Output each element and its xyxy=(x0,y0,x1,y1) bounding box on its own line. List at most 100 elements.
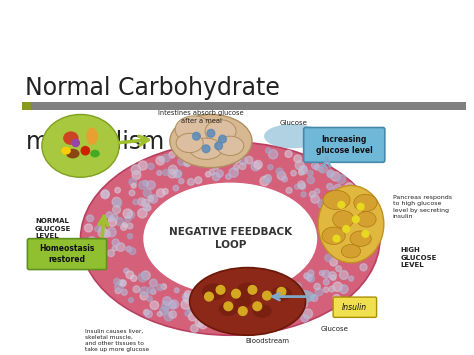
Text: Insulin: Insulin xyxy=(342,303,367,312)
Circle shape xyxy=(141,271,150,280)
Circle shape xyxy=(225,156,230,161)
Ellipse shape xyxy=(143,182,317,295)
Ellipse shape xyxy=(175,116,212,143)
Circle shape xyxy=(253,302,262,311)
Circle shape xyxy=(196,148,201,153)
Text: Glucose: Glucose xyxy=(320,326,348,332)
Circle shape xyxy=(267,308,275,316)
Circle shape xyxy=(140,287,148,295)
Circle shape xyxy=(93,246,100,253)
Circle shape xyxy=(298,302,305,309)
Circle shape xyxy=(258,295,264,301)
Circle shape xyxy=(201,300,207,306)
Ellipse shape xyxy=(71,138,80,147)
Ellipse shape xyxy=(350,231,371,246)
Circle shape xyxy=(319,167,324,172)
Circle shape xyxy=(308,270,314,276)
Circle shape xyxy=(321,215,329,223)
Circle shape xyxy=(239,163,246,170)
Circle shape xyxy=(143,180,148,186)
Circle shape xyxy=(216,285,225,294)
Ellipse shape xyxy=(90,150,100,158)
Circle shape xyxy=(150,279,157,287)
Circle shape xyxy=(199,150,204,155)
Circle shape xyxy=(298,181,305,189)
Circle shape xyxy=(249,315,258,323)
Circle shape xyxy=(269,150,278,159)
Circle shape xyxy=(193,300,200,306)
Circle shape xyxy=(98,228,108,237)
Circle shape xyxy=(129,178,137,186)
Ellipse shape xyxy=(190,138,222,159)
Circle shape xyxy=(301,165,307,171)
Circle shape xyxy=(336,189,341,194)
Circle shape xyxy=(198,319,208,329)
Circle shape xyxy=(182,293,190,301)
Circle shape xyxy=(225,324,234,333)
Circle shape xyxy=(106,212,112,218)
Circle shape xyxy=(131,183,136,188)
Circle shape xyxy=(244,317,253,326)
Circle shape xyxy=(156,189,165,197)
Circle shape xyxy=(163,154,170,162)
Circle shape xyxy=(142,199,149,207)
Circle shape xyxy=(277,293,283,299)
Circle shape xyxy=(356,241,365,250)
Circle shape xyxy=(139,181,147,189)
Circle shape xyxy=(205,292,213,301)
Circle shape xyxy=(233,155,240,163)
Circle shape xyxy=(251,326,258,333)
Circle shape xyxy=(314,283,320,290)
Circle shape xyxy=(195,177,202,184)
Bar xyxy=(22,102,466,110)
Circle shape xyxy=(260,176,269,186)
Circle shape xyxy=(255,312,262,319)
Circle shape xyxy=(356,236,364,244)
Circle shape xyxy=(143,189,152,197)
Text: Increasing
glucose level: Increasing glucose level xyxy=(316,135,373,155)
Circle shape xyxy=(163,297,171,305)
Circle shape xyxy=(125,216,131,222)
Circle shape xyxy=(197,148,203,154)
Circle shape xyxy=(346,209,351,214)
Circle shape xyxy=(202,145,210,153)
Ellipse shape xyxy=(322,227,345,245)
Circle shape xyxy=(216,144,222,151)
Circle shape xyxy=(114,278,120,285)
Circle shape xyxy=(161,284,166,289)
Circle shape xyxy=(222,316,231,324)
Circle shape xyxy=(361,226,370,235)
Ellipse shape xyxy=(176,133,203,153)
Circle shape xyxy=(263,291,271,300)
Circle shape xyxy=(332,209,339,216)
Circle shape xyxy=(112,246,117,251)
Circle shape xyxy=(100,225,105,231)
Circle shape xyxy=(118,280,123,285)
Circle shape xyxy=(283,285,292,294)
Circle shape xyxy=(111,214,118,220)
Ellipse shape xyxy=(253,304,272,318)
Ellipse shape xyxy=(318,186,384,263)
Circle shape xyxy=(137,208,147,218)
Circle shape xyxy=(109,215,114,221)
Circle shape xyxy=(115,282,123,291)
Circle shape xyxy=(131,275,137,282)
Ellipse shape xyxy=(217,136,244,155)
Circle shape xyxy=(228,308,233,313)
Circle shape xyxy=(181,300,191,309)
Circle shape xyxy=(203,300,209,305)
Circle shape xyxy=(285,151,292,157)
Ellipse shape xyxy=(63,131,79,145)
Circle shape xyxy=(333,235,340,242)
FancyBboxPatch shape xyxy=(27,239,107,269)
Circle shape xyxy=(336,266,341,272)
Circle shape xyxy=(299,170,304,175)
Circle shape xyxy=(331,218,336,224)
Circle shape xyxy=(112,206,120,214)
Circle shape xyxy=(238,323,248,332)
Circle shape xyxy=(143,204,150,211)
Circle shape xyxy=(115,187,120,193)
Circle shape xyxy=(157,170,162,175)
Text: Bloodstream: Bloodstream xyxy=(245,338,289,344)
Ellipse shape xyxy=(205,120,236,143)
